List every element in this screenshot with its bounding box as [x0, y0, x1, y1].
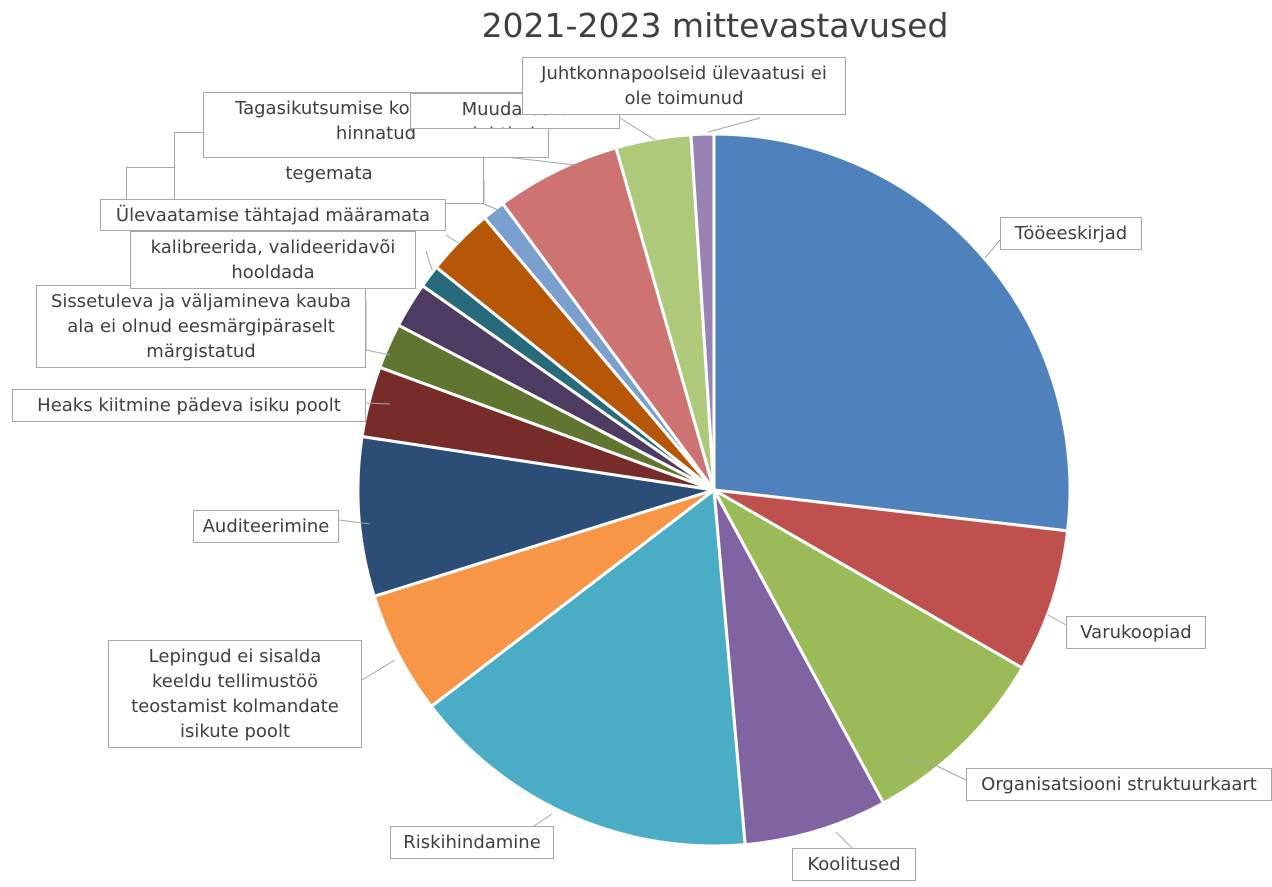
leader-line-14: [707, 117, 761, 133]
leader-line-8: [365, 300, 391, 356]
pie-slice-13: [500, 145, 716, 491]
pie-slice-6: [356, 434, 715, 599]
label-lepingud: Lepingud ei sisalda keeldu tellimustöö t…: [108, 640, 362, 748]
leader-line-4: [533, 813, 553, 827]
leader-line-13: [619, 117, 656, 141]
pie-slice-3: [712, 489, 886, 847]
label-heaks-kiitmine: Heaks kiitmine pädeva isiku poolt: [12, 389, 366, 422]
label-kalibreerida: kalibreerida, valideeridavõi hooldada: [130, 231, 416, 289]
pie-slice-2: [710, 486, 1025, 806]
label-riskihindamine: Riskihindamine: [390, 826, 554, 859]
leader-line-2: [904, 759, 967, 781]
leader-line-6: [338, 519, 371, 525]
label-tooeeskirjad: Tööeeskirjad: [1000, 217, 1142, 250]
label-juhtkonnapoolseid: Juhtkonnapoolseid ülevaatusi ei ole toim…: [522, 57, 846, 115]
leader-line-5: [361, 659, 396, 681]
label-koolitused: Koolitused: [792, 848, 916, 881]
pie-slice-1: [713, 488, 1070, 671]
pie-slice-0: [712, 132, 1072, 533]
pie-slices: [356, 132, 1072, 848]
chart-title: 2021-2023 mittevastavused: [481, 6, 949, 45]
leader-line-0: [984, 239, 1001, 259]
leader-line-9: [425, 250, 433, 271]
pie-slice-15: [689, 132, 716, 491]
leader-line-3: [835, 831, 853, 849]
label-varukoopiad: Varukoopiad: [1066, 616, 1206, 649]
leader-line-10: [445, 234, 461, 245]
leader-line-11: [483, 180, 499, 211]
label-auditeerimine: Auditeerimine: [193, 510, 339, 543]
pie-slice-4: [429, 487, 747, 848]
leader-line-7: [365, 402, 391, 405]
leader-line-1: [1047, 614, 1067, 626]
label-sissetuleva: Sissetuleva ja väljamineva kauba ala ei …: [36, 285, 366, 368]
label-ulevaatamise: Ülevaatamise tähtajad määramata: [100, 199, 446, 231]
label-organisatsiooni-struktuurkaart: Organisatsiooni struktuurkaart: [966, 768, 1272, 801]
